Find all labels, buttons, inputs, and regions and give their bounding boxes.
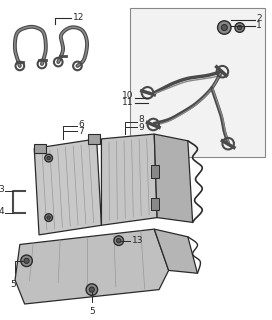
Text: 13: 13 — [132, 236, 144, 245]
Text: 10: 10 — [122, 91, 133, 100]
Bar — [34, 144, 46, 153]
Text: 3: 3 — [0, 185, 4, 194]
Circle shape — [45, 214, 52, 221]
Text: 8: 8 — [138, 115, 144, 124]
Bar — [151, 198, 159, 210]
Circle shape — [45, 154, 52, 162]
Bar — [88, 134, 100, 144]
Circle shape — [21, 255, 32, 267]
Text: 12: 12 — [73, 13, 84, 22]
Text: 11: 11 — [122, 98, 133, 107]
Polygon shape — [15, 229, 169, 304]
Polygon shape — [101, 134, 157, 225]
Text: 6: 6 — [78, 120, 84, 129]
Circle shape — [114, 236, 123, 245]
Circle shape — [86, 284, 98, 295]
Circle shape — [221, 25, 227, 30]
Text: 5: 5 — [10, 280, 16, 289]
Circle shape — [237, 25, 242, 30]
Polygon shape — [154, 229, 197, 273]
Circle shape — [235, 23, 245, 32]
Bar — [151, 165, 159, 178]
Circle shape — [117, 238, 121, 243]
Text: 1: 1 — [256, 21, 262, 30]
Circle shape — [24, 258, 29, 263]
Text: 4: 4 — [0, 207, 4, 216]
Polygon shape — [154, 134, 193, 222]
Circle shape — [47, 156, 50, 160]
Text: 9: 9 — [138, 123, 144, 132]
Polygon shape — [34, 139, 101, 235]
Text: 5: 5 — [89, 307, 95, 316]
Circle shape — [89, 287, 94, 292]
Text: 7: 7 — [78, 127, 84, 136]
Circle shape — [218, 21, 231, 34]
Bar — [130, 8, 265, 157]
Text: 2: 2 — [256, 14, 262, 23]
Circle shape — [47, 216, 50, 219]
